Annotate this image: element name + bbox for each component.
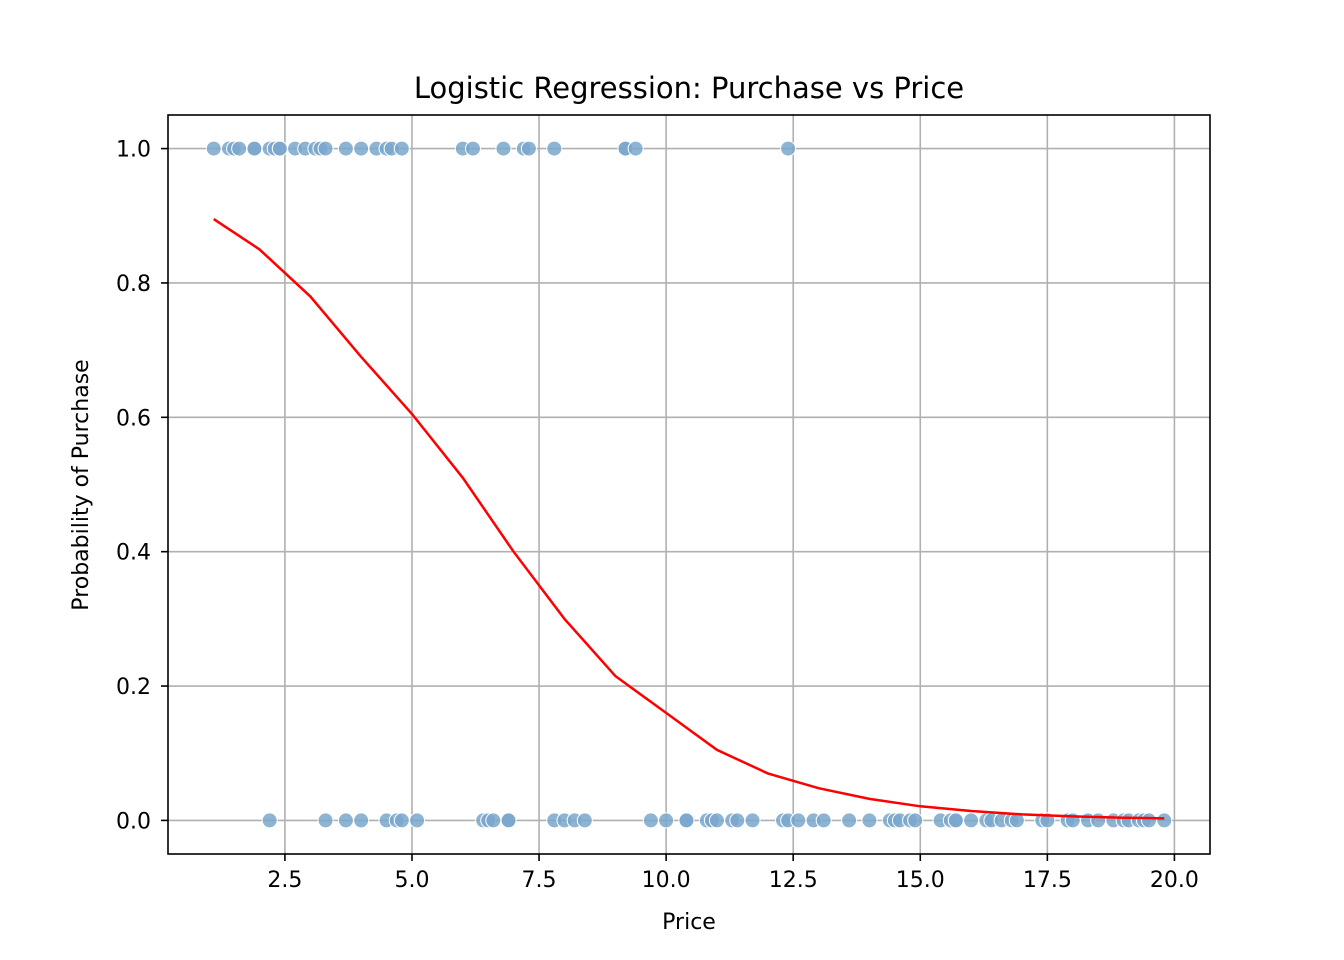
y-tick-label: 0.8 [116,272,151,297]
x-tick-label: 5.0 [394,868,429,893]
point-not-purchased [576,812,593,829]
point-purchased [205,140,222,157]
point-not-purchased [1156,812,1173,829]
x-tick-label: 17.5 [1023,868,1072,893]
point-not-purchased [947,812,964,829]
x-tick-label: 10.0 [642,868,691,893]
point-not-purchased [658,812,675,829]
point-not-purchased [1141,812,1158,829]
point-purchased [271,140,288,157]
point-purchased [495,140,512,157]
point-not-purchased [337,812,354,829]
point-not-purchased [353,812,370,829]
point-not-purchased [907,812,924,829]
fit-curve [213,218,1165,820]
y-tick-label: 0.0 [116,809,151,834]
y-tick-label: 0.2 [116,675,151,700]
y-tick-label: 0.4 [116,541,151,566]
y-tick-label: 1.0 [116,138,151,163]
point-not-purchased [500,812,517,829]
chart-title: Logistic Regression: Purchase vs Price [414,71,964,105]
y-tick-label: 0.6 [116,406,151,431]
point-not-purchased [678,812,695,829]
x-axis-ticks: 2.5 5.0 7.5 10.0 12.5 15.0 17.5 20.0 [267,854,1199,893]
point-not-purchased [409,812,426,829]
point-purchased [317,140,334,157]
point-not-purchased [393,812,410,829]
point-not-purchased [963,812,980,829]
point-purchased [353,140,370,157]
point-purchased [627,140,644,157]
x-tick-label: 20.0 [1150,868,1199,893]
y-axis-ticks: 0.0 0.2 0.4 0.6 0.8 1.0 [116,138,168,834]
point-purchased [337,140,354,157]
x-tick-label: 2.5 [267,868,302,893]
point-not-purchased [1090,812,1107,829]
point-purchased [393,140,410,157]
scatter-points [205,140,1173,829]
x-tick-label: 7.5 [522,868,557,893]
point-not-purchased [708,812,725,829]
point-not-purchased [261,812,278,829]
point-not-purchased [841,812,858,829]
point-not-purchased [861,812,878,829]
x-tick-label: 12.5 [769,868,818,893]
point-purchased [546,140,563,157]
x-tick-label: 15.0 [896,868,945,893]
point-not-purchased [485,812,502,829]
point-purchased [780,140,797,157]
point-not-purchased [729,812,746,829]
point-not-purchased [642,812,659,829]
point-not-purchased [790,812,807,829]
y-axis-title: Probability of Purchase [69,359,94,610]
point-purchased [231,140,248,157]
point-purchased [246,140,263,157]
point-purchased [464,140,481,157]
point-purchased [520,140,537,157]
x-axis-title: Price [662,910,716,935]
point-not-purchased [317,812,334,829]
plot-frame [167,114,1211,855]
point-not-purchased [744,812,761,829]
point-not-purchased [815,812,832,829]
